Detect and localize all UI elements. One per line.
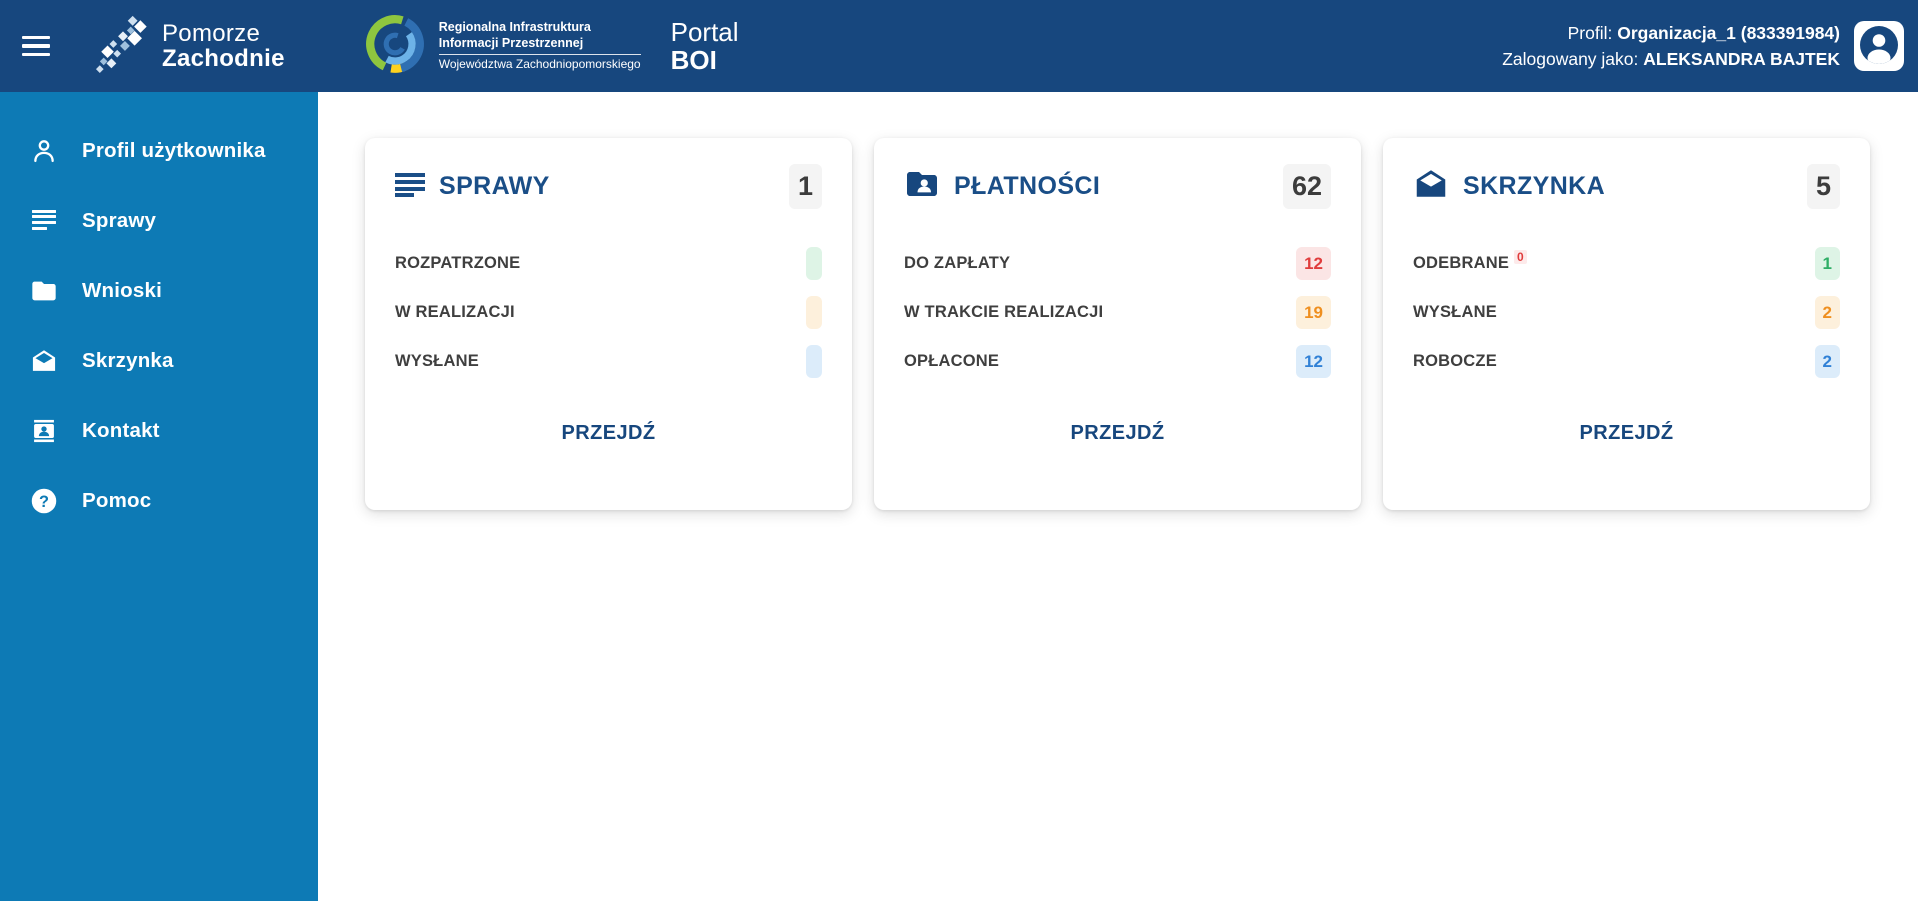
pomorze-zachodnie-logo[interactable]: Pomorze Zachodnie bbox=[94, 13, 285, 80]
stat-row-oplacone: OPŁACONE 12 bbox=[904, 337, 1331, 386]
card-total-badge: 62 bbox=[1282, 164, 1331, 209]
sidebar-item-label: Kontakt bbox=[82, 419, 160, 442]
card-platnosci: PŁATNOŚCI 62 DO ZAPŁATY 12 W TRAKCIE REA… bbox=[874, 138, 1361, 510]
mail-open-icon bbox=[1413, 166, 1449, 207]
stat-row-do-zaplaty: DO ZAPŁATY 12 bbox=[904, 239, 1331, 288]
przejdz-button-sprawy[interactable]: PRZEJDŹ bbox=[561, 422, 656, 444]
stat-label: W REALIZACJI bbox=[395, 303, 515, 321]
stat-badge: 2 bbox=[1814, 345, 1840, 378]
stat-badge: 2 bbox=[1814, 296, 1840, 329]
profile-value: Organizacja_1 (833391984) bbox=[1617, 22, 1840, 43]
gryphon-icon bbox=[94, 13, 152, 80]
riip-line2: Informacji Przestrzennej bbox=[438, 35, 584, 50]
sidebar-item-label: Wnioski bbox=[82, 279, 162, 302]
sidebar-item-skrzynka[interactable]: Skrzynka bbox=[0, 326, 318, 396]
user-icon bbox=[28, 137, 60, 165]
list-lines-icon bbox=[395, 172, 425, 200]
riip-line3: Województwa Zachodniopomorskiego bbox=[438, 57, 641, 72]
logged-as-label: Zalogowany jako: bbox=[1502, 49, 1639, 69]
stat-badge: 12 bbox=[1296, 345, 1331, 378]
portal-boi-logo[interactable]: Portal BOI bbox=[671, 18, 739, 74]
stat-badge: 12 bbox=[1296, 247, 1331, 280]
session-info: Profil: Organizacja_1 (833391984) Zalogo… bbox=[1502, 20, 1840, 73]
portal-line2: BOI bbox=[670, 45, 717, 75]
card-title: SKRZYNKA bbox=[1463, 172, 1606, 200]
stat-label: OPŁACONE bbox=[904, 352, 1000, 370]
stat-label: W TRAKCIE REALIZACJI bbox=[904, 303, 1104, 321]
przejdz-button-skrzynka[interactable]: PRZEJDŹ bbox=[1579, 422, 1674, 444]
card-title: SPRAWY bbox=[439, 172, 550, 200]
stat-badge: 19 bbox=[1296, 296, 1331, 329]
card-total-badge: 1 bbox=[788, 164, 822, 209]
top-header: Pomorze Zachodnie Regionalna Infrastrukt… bbox=[0, 0, 1918, 92]
sidebar-item-label: Profil użytkownika bbox=[82, 139, 266, 162]
svg-text:?: ? bbox=[39, 493, 49, 511]
card-total-badge: 5 bbox=[1806, 164, 1840, 209]
stat-row-odebrane: ODEBRANE 0 1 bbox=[1413, 239, 1840, 288]
stat-row-rozpatrzone: ROZPATRZONE bbox=[395, 239, 822, 288]
folder-user-icon bbox=[904, 166, 940, 207]
profile-label: Profil: bbox=[1567, 22, 1613, 43]
stat-row-wyslane: WYSŁANE 2 bbox=[1413, 288, 1840, 337]
brand-region-line2: Zachodnie bbox=[162, 45, 285, 72]
stat-label: WYSŁANE bbox=[395, 352, 479, 370]
card-title: PŁATNOŚCI bbox=[954, 172, 1101, 200]
sidebar-item-pomoc[interactable]: ? Pomoc bbox=[0, 466, 318, 536]
brand-region-line1: Pomorze bbox=[162, 19, 261, 47]
przejdz-button-platnosci[interactable]: PRZEJDŹ bbox=[1070, 422, 1165, 444]
sidebar-item-kontakt[interactable]: Kontakt bbox=[0, 396, 318, 466]
portal-line1: Portal bbox=[670, 16, 739, 47]
sidebar-item-sprawy[interactable]: Sprawy bbox=[0, 186, 318, 256]
stat-label: ROZPATRZONE bbox=[395, 254, 521, 272]
stat-label: WYSŁANE bbox=[1413, 303, 1497, 321]
sidebar-nav: Profil użytkownika Sprawy Wnioski Skrzyn… bbox=[0, 92, 318, 901]
riip-logo[interactable]: Regionalna Infrastruktura Informacji Prz… bbox=[363, 12, 641, 81]
sidebar-item-label: Pomoc bbox=[82, 489, 152, 512]
stat-badge bbox=[806, 296, 822, 329]
sidebar-item-label: Skrzynka bbox=[82, 349, 174, 372]
hamburger-menu-icon[interactable] bbox=[22, 26, 66, 66]
stat-row-robocze: ROBOCZE 2 bbox=[1413, 337, 1840, 386]
stat-badge bbox=[806, 247, 822, 280]
stat-row-w-trakcie-realizacji: W TRAKCIE REALIZACJI 19 bbox=[904, 288, 1331, 337]
folder-icon bbox=[28, 277, 60, 305]
sidebar-item-profil-uzytkownika[interactable]: Profil użytkownika bbox=[0, 116, 318, 186]
logged-as-value: ALEKSANDRA BAJTEK bbox=[1643, 49, 1840, 69]
card-skrzynka: SKRZYNKA 5 ODEBRANE 0 1 WYSŁANE 2 ROBOCZ… bbox=[1383, 138, 1870, 510]
user-avatar-button[interactable] bbox=[1854, 21, 1904, 71]
stat-label: ROBOCZE bbox=[1413, 352, 1497, 370]
list-lines-icon bbox=[28, 209, 60, 232]
sidebar-item-wnioski[interactable]: Wnioski bbox=[0, 256, 318, 326]
stat-badge: 1 bbox=[1814, 247, 1840, 280]
main-content: SPRAWY 1 ROZPATRZONE W REALIZACJI WYSŁAN… bbox=[318, 92, 1918, 901]
mail-open-icon bbox=[28, 347, 60, 375]
stat-badge bbox=[806, 345, 822, 378]
riip-line1: Regionalna Infrastruktura bbox=[438, 19, 591, 34]
stat-row-w-realizacji: W REALIZACJI bbox=[395, 288, 822, 337]
card-sprawy: SPRAWY 1 ROZPATRZONE W REALIZACJI WYSŁAN… bbox=[365, 138, 852, 510]
stat-label: ODEBRANE bbox=[1413, 254, 1510, 272]
stat-label: DO ZAPŁATY bbox=[904, 254, 1011, 272]
stat-row-wyslane: WYSŁANE bbox=[395, 337, 822, 386]
unread-count-superscript: 0 bbox=[1514, 249, 1527, 264]
contact-card-icon bbox=[28, 417, 60, 445]
riip-circle-icon bbox=[363, 12, 427, 81]
riip-divider bbox=[438, 54, 641, 56]
avatar-icon bbox=[1859, 25, 1899, 68]
sidebar-item-label: Sprawy bbox=[82, 209, 157, 232]
help-icon: ? bbox=[28, 487, 60, 515]
